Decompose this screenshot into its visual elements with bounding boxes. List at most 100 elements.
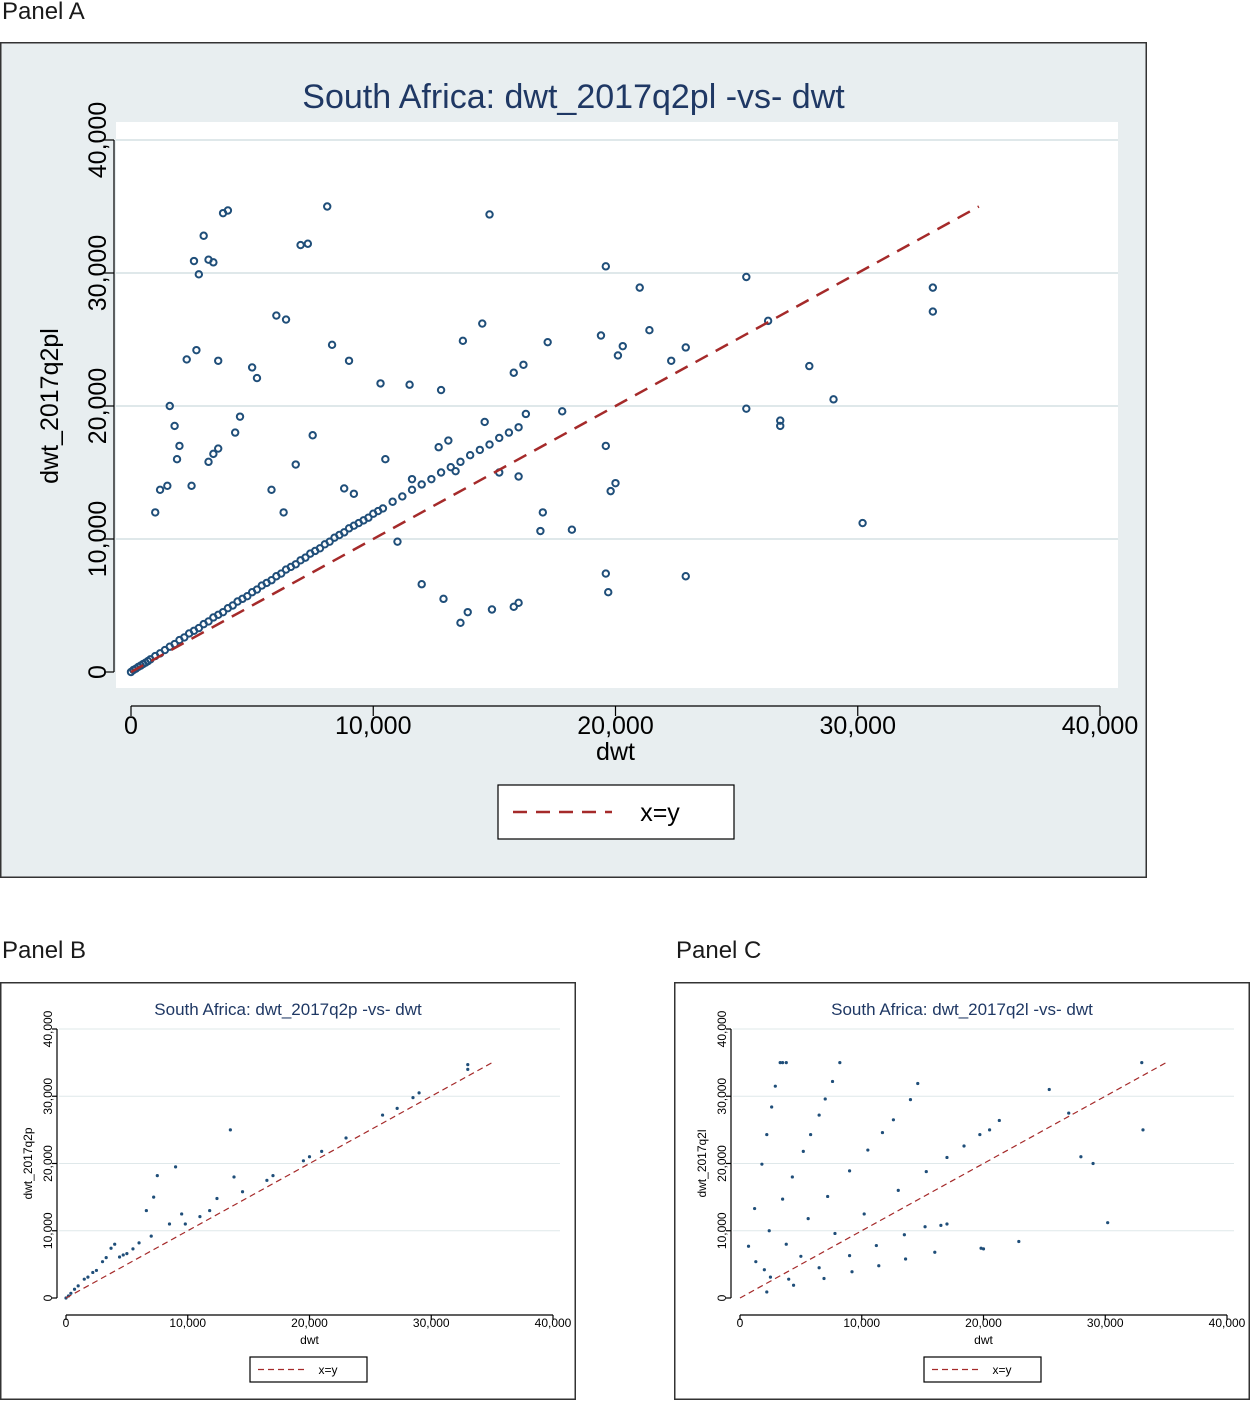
reference-line — [739, 1062, 1167, 1299]
data-point — [829, 395, 838, 404]
data-point — [113, 1242, 117, 1246]
x-tick-label: 20,000 — [577, 712, 653, 740]
data-point — [180, 633, 189, 642]
data-point — [247, 363, 257, 372]
data-point — [320, 1149, 324, 1153]
data-point — [601, 262, 611, 271]
data-point — [323, 202, 332, 211]
data-point — [784, 1242, 788, 1246]
data-point — [144, 1208, 148, 1213]
data-point — [866, 1148, 870, 1152]
data-point — [962, 1144, 966, 1148]
panel-b-label: Panel B — [2, 937, 87, 964]
data-point — [601, 569, 611, 578]
data-point — [267, 485, 276, 494]
data-point — [1140, 1061, 1144, 1065]
y-axis-label: dwt_2017q2l — [695, 1129, 709, 1197]
data-point — [833, 1231, 837, 1236]
data-point — [279, 508, 288, 517]
data-point — [315, 544, 325, 553]
data-point — [444, 436, 453, 445]
data-point — [451, 466, 460, 476]
data-point — [228, 601, 237, 610]
data-point — [903, 1257, 908, 1261]
data-point — [109, 1246, 113, 1250]
data-point — [478, 319, 487, 328]
data-point — [809, 1132, 813, 1137]
data-point — [204, 457, 213, 467]
reference-line — [65, 1062, 493, 1299]
chart-title: South Africa: dwt_2017q2pl -vs- dwt — [302, 78, 845, 116]
data-point — [281, 315, 291, 324]
data-point — [924, 1169, 928, 1174]
data-point — [979, 1246, 983, 1250]
data-point — [209, 258, 218, 267]
x-tick-label: 0 — [737, 1316, 744, 1330]
data-point — [182, 355, 191, 364]
y-tick-label: 0 — [84, 665, 112, 679]
data-point — [536, 526, 545, 536]
y-tick-label: 10,000 — [84, 501, 112, 577]
data-point — [514, 598, 523, 608]
data-point — [218, 607, 228, 617]
data-point — [850, 1270, 854, 1274]
data-point — [199, 231, 208, 240]
data-point — [291, 460, 300, 469]
data-point — [939, 1223, 943, 1227]
data-point — [790, 1175, 794, 1179]
y-tick-label: 0 — [715, 1294, 729, 1301]
x-tick-label: 10,000 — [335, 712, 411, 740]
data-point — [799, 1254, 803, 1258]
data-point — [152, 1195, 156, 1199]
panel-b-chart: South Africa: dwt_2017q2p -vs- dwt 0 10,00… — [0, 982, 576, 1400]
y-axis-label: dwt_2017q2pl — [36, 328, 64, 484]
x-tick-label: 40,000 — [1209, 1316, 1246, 1330]
data-point — [770, 1105, 774, 1109]
x-axis-label: dwt — [596, 738, 635, 766]
data-point — [183, 1222, 187, 1226]
x-tick-label: 0 — [63, 1316, 70, 1330]
data-point — [180, 1212, 184, 1216]
data-point — [1141, 1128, 1145, 1132]
data-point — [388, 497, 397, 506]
data-point — [436, 385, 446, 395]
data-point — [742, 272, 751, 282]
y-tick-label: 0 — [41, 1294, 55, 1301]
chart-title: South Africa: dwt_2017q2p -vs- dwt — [154, 1000, 422, 1019]
data-point — [339, 484, 349, 493]
chart-title: South Africa: dwt_2017q2l -vs- dwt — [831, 1000, 1093, 1019]
data-point — [945, 1155, 949, 1160]
y-tick-label: 10,000 — [41, 1212, 55, 1249]
data-point — [303, 239, 313, 248]
data-point — [187, 481, 196, 490]
data-point — [417, 480, 426, 489]
x-tick-label: 0 — [124, 712, 138, 740]
data-point — [817, 1266, 821, 1270]
x-tick-label: 30,000 — [413, 1316, 450, 1330]
data-point — [667, 356, 676, 365]
data-point — [172, 455, 182, 464]
data-point — [240, 1190, 245, 1194]
y-tick-label: 30,000 — [84, 235, 112, 311]
data-point — [175, 441, 184, 451]
data-point — [223, 206, 233, 215]
data-point — [308, 431, 317, 440]
data-point — [862, 1212, 866, 1216]
y-axis-label: dwt_2017q2p — [21, 1127, 35, 1199]
legend-box — [923, 1356, 1042, 1383]
x-axis-label: dwt — [974, 1333, 993, 1347]
data-point — [981, 1247, 986, 1251]
data-point — [509, 368, 518, 377]
plot-area — [733, 1024, 1234, 1309]
x-tick-label: 20,000 — [965, 1316, 1002, 1330]
data-point — [155, 1174, 159, 1178]
data-point — [933, 1250, 937, 1254]
y-tick-label: 20,000 — [715, 1145, 729, 1182]
data-point — [880, 1130, 885, 1135]
data-point — [746, 1244, 751, 1248]
y-tick-label: 40,000 — [84, 102, 112, 178]
data-point — [456, 618, 465, 627]
data-point — [252, 585, 262, 594]
data-point — [405, 380, 414, 389]
data-point — [487, 605, 497, 614]
